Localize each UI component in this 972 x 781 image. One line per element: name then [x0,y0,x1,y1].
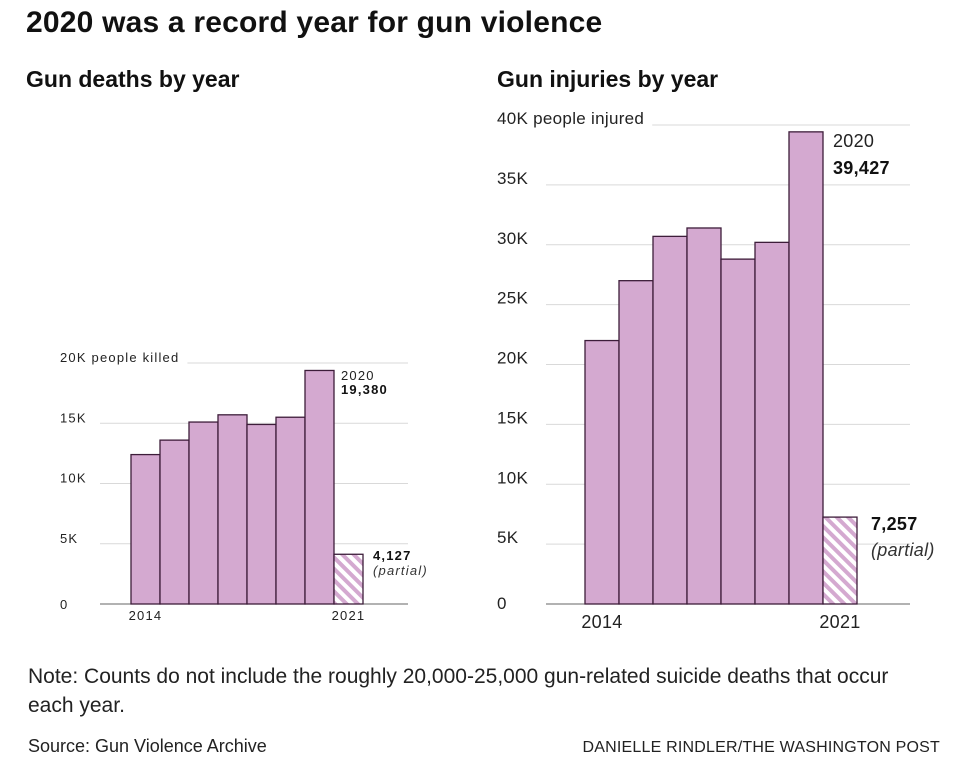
bar-2021 [822,516,858,605]
y-tick-label: 15K [497,408,529,427]
y-tick-label: 0 [60,597,68,612]
deaths-chart-subtitle: Gun deaths by year [26,66,240,92]
chart-title: 2020 was a record year for gun violence [26,6,603,39]
y-tick-label: 15K [60,410,87,425]
bar-2014 [584,339,620,605]
y-tick-label: 40K people injured [497,109,644,128]
peak-year-label: 2020 [833,131,874,151]
x-tick-label: 2014 [581,612,622,632]
y-tick-label: 5K [60,531,78,546]
source-credit: Source: Gun Violence Archive [28,736,267,756]
y-tick-label: 0 [497,594,507,613]
bar-2019 [275,416,306,605]
bar-2017 [217,414,248,605]
x-tick-label: 2021 [332,608,366,623]
y-tick-label: 25K [497,289,529,308]
bar-2017 [686,227,722,605]
bar-2015 [618,280,654,605]
chart-note: Note: Counts do not include the roughly … [28,665,889,717]
y-tick-label: 30K [497,229,529,248]
bar-2020 [788,131,824,605]
y-tick-label: 20K [497,349,529,368]
y-tick-label: 20K people killed [60,350,179,365]
y-tick-label: 35K [497,169,529,188]
tick-label-backdrop [58,349,188,366]
partial-note-label: (partial) [871,540,935,560]
bar-2020 [304,369,335,605]
bar-2018 [720,258,756,605]
byline-credit: DANIELLE RINDLER/THE WASHINGTON POST [582,739,940,756]
peak-value-label: 19,380 [341,382,388,397]
partial-value-label: 7,257 [871,514,918,534]
x-tick-label: 2021 [819,612,860,632]
peak-year-label: 2020 [341,368,375,383]
y-tick-label: 10K [497,468,529,487]
y-tick-label: 10K [60,471,87,486]
bar-2018 [246,423,277,605]
y-tick-label: 5K [497,528,519,547]
bar-2021 [333,553,364,605]
bar-2019 [754,241,790,605]
x-tick-label: 2014 [129,608,163,623]
bar-2016 [652,235,688,605]
peak-value-label: 39,427 [833,158,890,178]
injuries-chart-subtitle: Gun injuries by year [497,66,719,92]
partial-note-label: (partial) [373,563,428,578]
tick-label-backdrop [495,108,653,129]
partial-value-label: 4,127 [373,548,412,563]
